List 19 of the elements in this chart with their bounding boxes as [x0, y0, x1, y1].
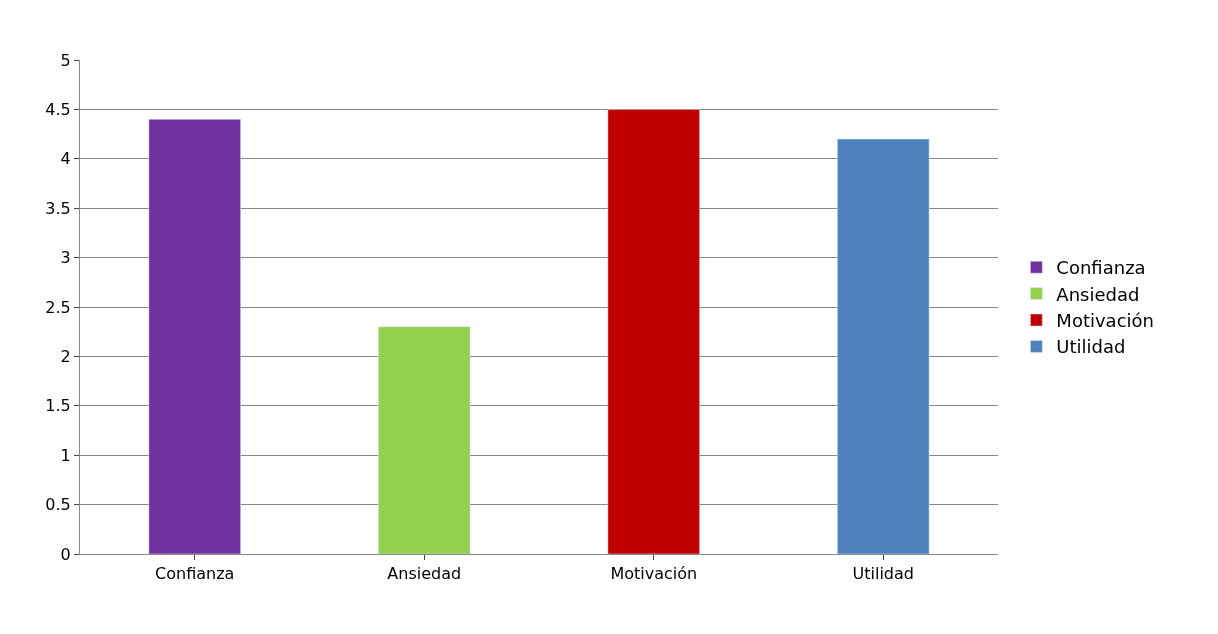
legend-label: Confianza: [1056, 257, 1146, 279]
y-tick-label: 3.5: [45, 198, 71, 218]
y-tick-label: 0.5: [45, 495, 71, 515]
y-tick-label: 1.5: [45, 396, 71, 416]
y-tick-label: 4.5: [45, 100, 71, 119]
legend-label: Motivación: [1056, 310, 1154, 332]
y-tick-label: 4: [60, 149, 71, 169]
legend-label: Utilidad: [1056, 336, 1126, 358]
x-tick-label: Confianza: [155, 564, 235, 584]
x-tick-label: Motivación: [610, 564, 698, 584]
y-tick-label: 5: [60, 50, 71, 70]
y-tick-label: 1: [60, 445, 71, 465]
y-tick-label: 2.5: [45, 297, 71, 317]
y-tick-label: 2: [60, 347, 71, 366]
y-tick-label: 3: [60, 248, 71, 268]
y-tick-label: 0: [60, 544, 71, 564]
x-tick-label: Ansiedad: [387, 564, 462, 584]
x-tick-label: Utilidad: [852, 564, 914, 584]
legend-label: Ansiedad: [1056, 283, 1140, 305]
